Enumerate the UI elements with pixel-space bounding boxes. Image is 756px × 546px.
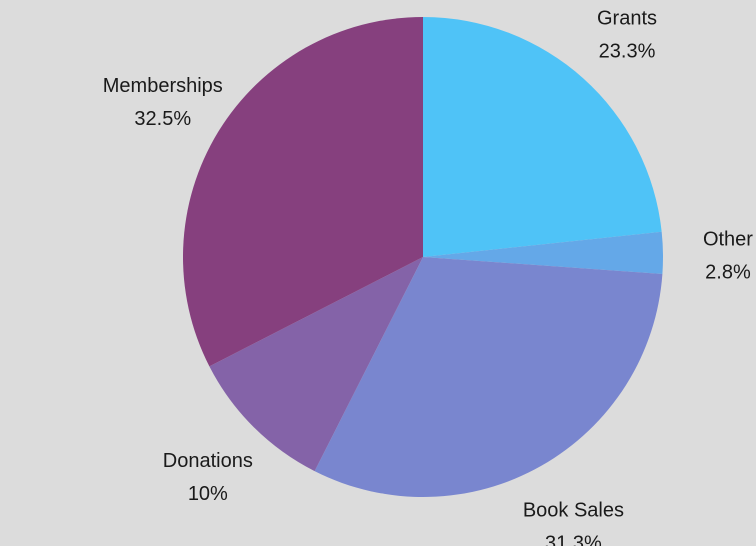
slice-percent-grants: 23.3% [599, 40, 656, 62]
slice-percent-other: 2.8% [705, 262, 751, 284]
slice-label-memberships: Memberships [103, 75, 223, 97]
slice-label-donations: Donations [163, 450, 253, 472]
slice-label-grants: Grants [597, 7, 657, 29]
pie-slice-grants [423, 17, 662, 257]
slice-percent-book-sales: 31.3% [545, 532, 602, 546]
pie-slice-book-sales [314, 257, 663, 497]
slice-label-other: Other [703, 229, 753, 251]
pie-slice-memberships [183, 17, 423, 367]
slice-percent-donations: 10% [188, 483, 228, 505]
pie-labels: Grants 23.3% Other 2.8% Book Sales 31.3% Donat… [103, 7, 754, 546]
slice-percent-memberships: 32.5% [134, 108, 191, 130]
slice-label-book-sales: Book Sales [523, 499, 624, 521]
pie-slices [183, 17, 664, 497]
pie-slice-other [423, 231, 664, 274]
pie-slice-donations [209, 257, 423, 472]
